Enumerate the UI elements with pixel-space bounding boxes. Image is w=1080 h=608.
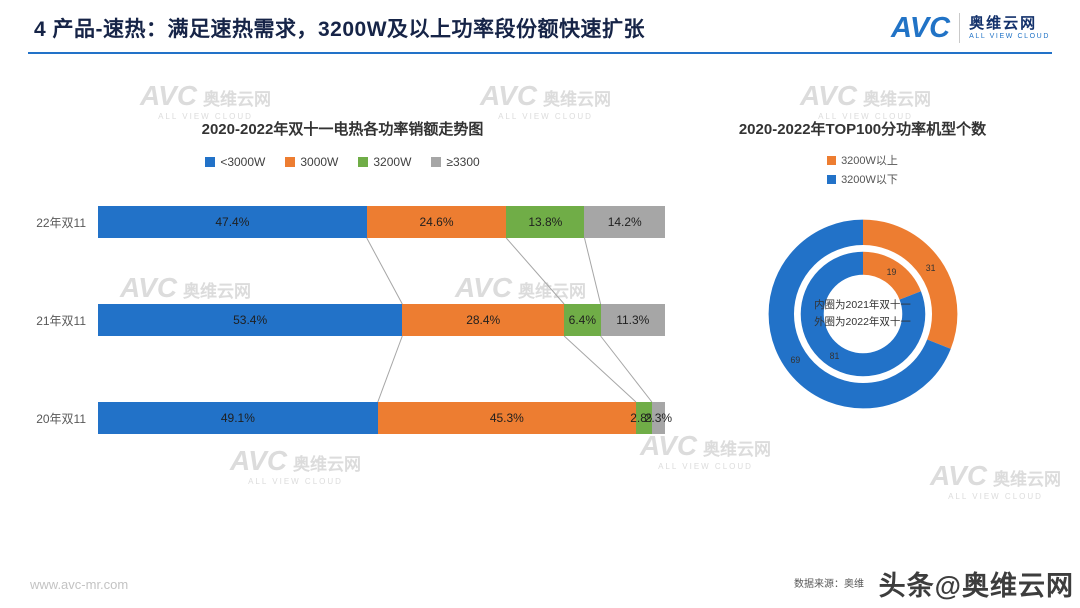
legend-item: <3000W	[205, 155, 265, 169]
main-content: 2020-2022年双十一电热各功率销额走势图 <3000W 3000W 3200W…	[0, 54, 1080, 467]
donut-chart: 19 81 31 69 内圈为2021年双十一 外圈为2022年双十一	[744, 195, 982, 433]
bar-segment: 14.2%	[584, 206, 665, 238]
bar-segment: 53.4%	[98, 304, 403, 336]
stacked-bar: 53.4% 28.4% 6.4% 11.3%	[98, 304, 665, 336]
donut-rings: 19 81 31 69	[768, 219, 957, 409]
bar-segment-value: 13.8%	[528, 215, 563, 229]
bar-segment-value: 2.3%	[644, 411, 673, 425]
bar-chart-title: 2020-2022年双十一电热各功率销额走势图	[201, 121, 484, 138]
bar-segment-value: 24.6%	[419, 215, 454, 229]
donut-segment-value: 19	[886, 267, 896, 277]
toutiao-watermark: 头条@奥维云网	[878, 571, 1074, 601]
donut-segment	[800, 251, 925, 377]
legend-swatch	[285, 157, 296, 167]
legend-item: 3200W以下	[827, 171, 898, 187]
page-title: 4 产品-速热：满足速热需求，3200W及以上功率段份额快速扩张	[34, 18, 646, 41]
donut-segment	[768, 219, 957, 409]
watermark-en: ALL VIEW CLOUD	[248, 477, 343, 486]
bar-segment-value: 11.3%	[616, 313, 650, 327]
watermark-en: ALL VIEW CLOUD	[948, 492, 1043, 501]
bar-segment-value: 6.4%	[568, 313, 597, 327]
logo-divider	[959, 13, 961, 43]
legend-label: 3200W以上	[841, 155, 898, 167]
bar-row: 20年双11 49.1% 45.3% 2.8% 2.3%	[20, 369, 672, 467]
legend-item: 3000W	[285, 155, 338, 169]
bar-segment: 45.3%	[377, 402, 636, 434]
legend-item: ≥3300	[431, 155, 480, 169]
bar-chart-panel: 2020-2022年双十一电热各功率销额走势图 <3000W 3000W 3200W…	[20, 118, 672, 467]
legend-label: 3200W以下	[841, 174, 898, 186]
category-label: 22年双11	[36, 215, 86, 230]
legend-label: 3000W	[300, 155, 339, 169]
legend-label: 3200W	[373, 155, 412, 169]
bar-segment-value: 45.3%	[489, 411, 524, 425]
stacked-bar: 47.4% 24.6% 13.8% 14.2%	[98, 206, 665, 238]
donut-segment-value: 31	[925, 263, 935, 273]
bar-segment: 6.4%	[564, 304, 601, 336]
bar-segment: 47.4%	[98, 206, 367, 238]
bar-chart-plot: 22年双11 47.4% 24.6% 13.8% 14.2% 21年双11 53.4% 28.…	[20, 173, 672, 467]
category-label: 21年双11	[36, 313, 86, 328]
bar-segment-value: 14.2%	[607, 215, 642, 229]
donut-chart-title: 2020-2022年TOP100分功率机型个数	[738, 121, 987, 138]
avc-logo-mark: AVC	[891, 11, 951, 44]
data-source-note: 数据来源：奥维	[794, 579, 864, 590]
donut-segment-value: 69	[790, 355, 800, 365]
bar-row: 22年双11 47.4% 24.6% 13.8% 14.2%	[20, 173, 665, 271]
legend-swatch	[205, 157, 216, 167]
bar-chart-legend: <3000W 3000W 3200W ≥3300	[20, 155, 665, 169]
header-underline	[28, 52, 1052, 54]
legend-swatch	[431, 157, 442, 167]
header: 4 产品-速热：满足速热需求，3200W及以上功率段份额快速扩张 AVC 奥维云…	[0, 0, 1080, 52]
bar-segment: 2.8%	[630, 402, 658, 434]
bar-segment-value: 28.4%	[466, 313, 501, 327]
website-url: www.avc-mr.com	[30, 577, 129, 592]
legend-swatch	[827, 155, 837, 165]
watermark-cn: 奥维云网	[993, 470, 1062, 489]
logo-name-en: ALL VIEW CLOUD	[969, 33, 1050, 40]
bar-segment-value: 49.1%	[220, 411, 255, 425]
bar-segment: 49.1%	[98, 402, 378, 434]
donut-segment-value: 81	[829, 351, 839, 361]
legend-item: 3200W	[358, 155, 411, 169]
avc-logo: AVC 奥维云网 ALL VIEW CLOUD	[891, 13, 1050, 43]
bar-segment-value: 47.4%	[215, 215, 250, 229]
bar-segment: 28.4%	[402, 304, 565, 336]
bar-segment-value: 2.8%	[630, 411, 658, 425]
bar-segment: 2.3%	[645, 402, 672, 434]
bar-segment: 11.3%	[600, 304, 665, 336]
legend-label: <3000W	[220, 155, 266, 169]
legend-swatch	[358, 157, 369, 167]
logo-name-cn: 奥维云网	[969, 15, 1038, 32]
bar-segment-value: 53.4%	[233, 313, 268, 327]
legend-swatch	[827, 174, 837, 184]
bar-segment: 13.8%	[506, 206, 585, 238]
legend-item: 3200W以上	[827, 152, 898, 168]
legend-label: ≥3300	[446, 155, 480, 169]
bar-row: 21年双11 53.4% 28.4% 6.4% 11.3%	[20, 271, 665, 369]
donut-chart-panel: 2020-2022年TOP100分功率机型个数 3200W以上 3200W以下 1…	[665, 118, 1060, 467]
stacked-bar: 49.1% 45.3% 2.8% 2.3%	[98, 402, 672, 434]
donut-chart-legend: 3200W以上 3200W以下	[827, 152, 898, 187]
category-label: 20年双11	[36, 411, 86, 426]
bar-segment: 24.6%	[366, 206, 507, 238]
